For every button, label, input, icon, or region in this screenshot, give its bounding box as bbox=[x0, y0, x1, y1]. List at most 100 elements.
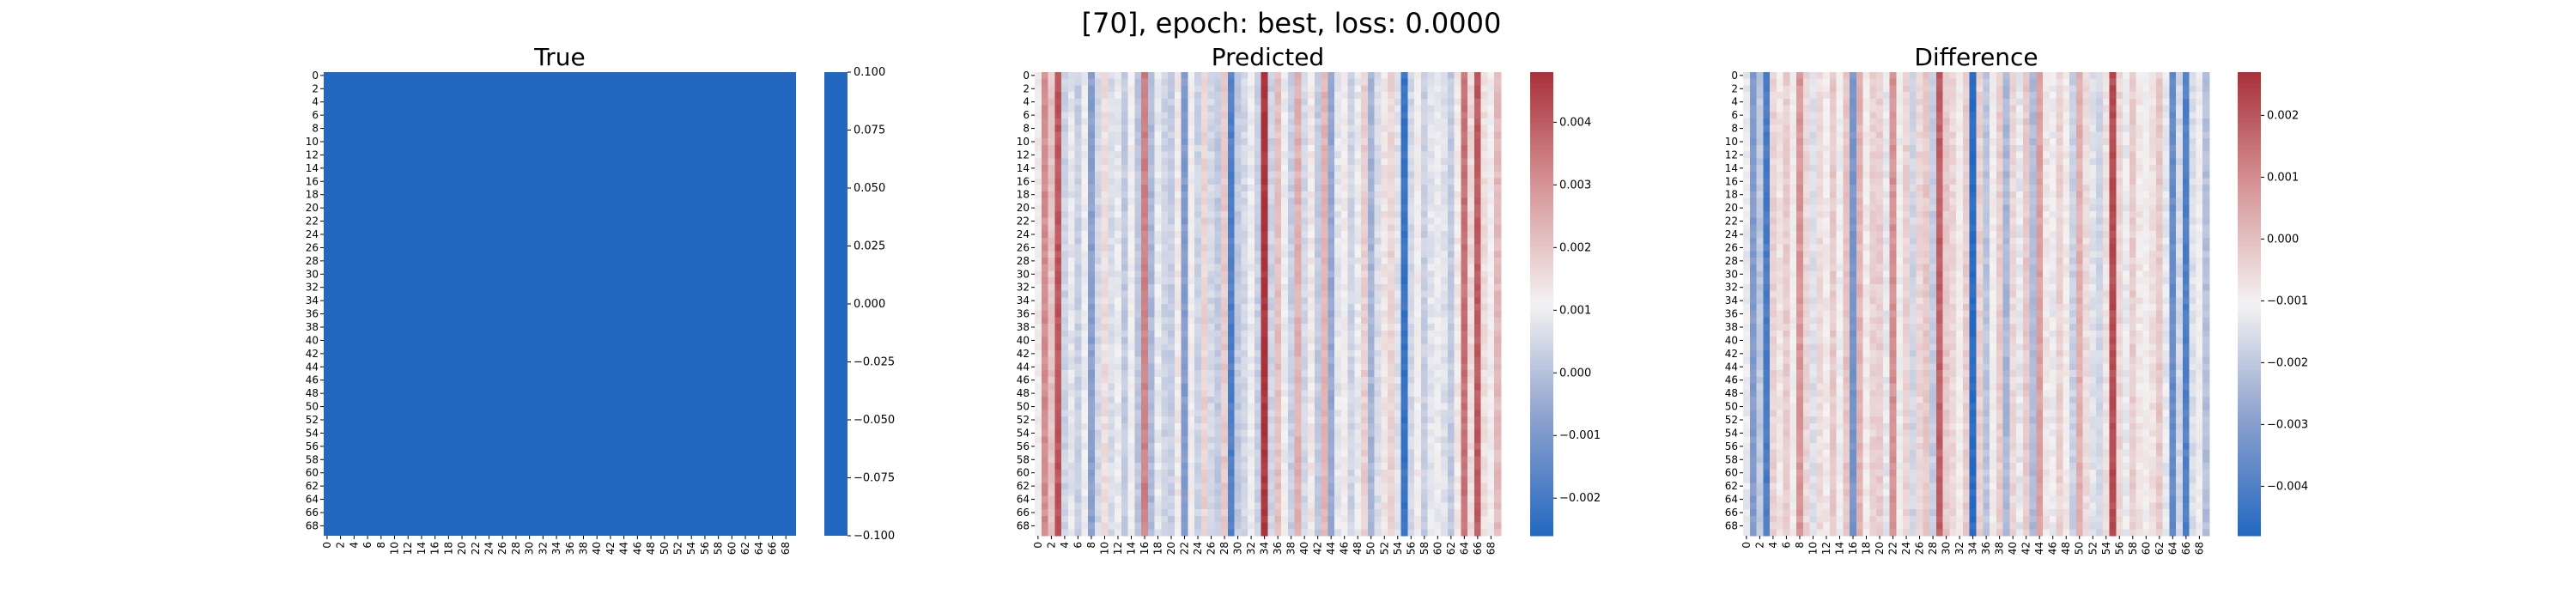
heatmap-cell bbox=[1261, 356, 1269, 365]
heatmap-cell bbox=[1041, 277, 1049, 285]
heatmap-cell bbox=[1234, 337, 1242, 344]
colorbar-tick-label: 0.000 bbox=[854, 298, 885, 311]
heatmap-cell bbox=[1207, 330, 1216, 338]
heatmap-cell bbox=[1354, 337, 1362, 344]
heatmap-cell bbox=[1414, 370, 1422, 378]
heatmap-cell bbox=[1461, 410, 1468, 417]
heatmap-cell bbox=[1081, 456, 1089, 464]
heatmap-cell bbox=[1354, 416, 1362, 424]
heatmap-cell bbox=[1067, 118, 1076, 126]
heatmap-cell bbox=[1035, 515, 1042, 524]
heatmap-cell bbox=[1334, 283, 1342, 292]
heatmap-cell bbox=[1354, 283, 1362, 292]
heatmap-cell bbox=[1134, 469, 1142, 477]
heatmap-cell bbox=[1067, 211, 1076, 219]
heatmap-cell bbox=[1461, 390, 1468, 398]
heatmap-cell bbox=[1241, 270, 1249, 278]
heatmap-cell bbox=[1214, 495, 1222, 504]
heatmap-cell bbox=[1121, 297, 1129, 305]
heatmap-cell bbox=[1221, 317, 1229, 325]
heatmap-cell bbox=[1321, 197, 1328, 205]
heatmap-cell bbox=[1354, 370, 1362, 378]
heatmap-cell bbox=[1154, 237, 1162, 246]
heatmap-cell bbox=[1461, 224, 1468, 232]
heatmap-cell bbox=[1301, 290, 1309, 298]
heatmap-cell bbox=[1227, 416, 1236, 424]
heatmap-cell bbox=[1374, 489, 1382, 497]
heatmap-cell bbox=[1081, 363, 1089, 371]
heatmap-cell bbox=[1281, 356, 1289, 365]
heatmap-cell bbox=[1154, 489, 1162, 497]
heatmap-cell bbox=[1308, 515, 1315, 524]
heatmap-cell bbox=[1308, 72, 1315, 80]
heatmap-cell bbox=[1061, 105, 1069, 112]
heatmap-cell bbox=[1347, 264, 1355, 272]
heatmap-cell bbox=[1127, 277, 1135, 285]
heatmap-cell bbox=[1254, 165, 1262, 173]
heatmap-cell bbox=[1340, 251, 1349, 258]
heatmap-cell bbox=[1367, 72, 1376, 80]
heatmap-cell bbox=[1200, 469, 1209, 477]
heatmap-cell bbox=[1487, 151, 1495, 159]
heatmap-cell bbox=[1101, 244, 1109, 252]
heatmap-cell bbox=[1467, 383, 1475, 391]
heatmap-cell bbox=[1147, 78, 1156, 87]
heatmap-cell bbox=[1394, 416, 1402, 424]
heatmap-cell bbox=[1200, 211, 1209, 219]
heatmap-cell bbox=[1168, 416, 1176, 424]
heatmap-cell bbox=[1334, 317, 1342, 325]
heatmap-cell bbox=[1241, 204, 1249, 212]
heatmap-cell bbox=[1367, 363, 1376, 371]
heatmap-cell bbox=[1301, 165, 1309, 173]
heatmap-cell bbox=[1154, 85, 1162, 93]
heatmap-cell bbox=[1473, 337, 1482, 344]
heatmap-cell bbox=[1181, 350, 1189, 358]
heatmap-cell bbox=[1447, 124, 1455, 133]
heatmap-cell bbox=[1161, 429, 1169, 437]
heatmap-cell bbox=[1414, 118, 1422, 126]
x-tick-label: 42 bbox=[605, 542, 617, 555]
heatmap-cell bbox=[1134, 410, 1142, 417]
heatmap-cell bbox=[1061, 337, 1069, 344]
heatmap-cell bbox=[1041, 436, 1049, 444]
heatmap-cell bbox=[1454, 171, 1462, 179]
heatmap-cell bbox=[1327, 217, 1335, 226]
heatmap-cell bbox=[1048, 363, 1055, 371]
heatmap-cell bbox=[1454, 244, 1462, 252]
heatmap-cell bbox=[1061, 124, 1069, 133]
heatmap-cell bbox=[1487, 476, 1495, 483]
heatmap-cell bbox=[1088, 297, 1096, 305]
heatmap-cell bbox=[1214, 290, 1222, 298]
y-tick-label: 30 bbox=[306, 268, 319, 280]
heatmap-cell bbox=[1141, 337, 1149, 344]
y-tick-label: 38 bbox=[306, 321, 319, 333]
heatmap-cell bbox=[1388, 343, 1395, 351]
heatmap-cell bbox=[1420, 297, 1429, 305]
heatmap-cell bbox=[1400, 131, 1408, 139]
heatmap-cell bbox=[1381, 456, 1388, 464]
heatmap-cell bbox=[1127, 178, 1135, 185]
heatmap-cell bbox=[1487, 178, 1495, 185]
heatmap-cell bbox=[1461, 324, 1468, 331]
heatmap-cell bbox=[1121, 151, 1129, 159]
heatmap-cell bbox=[1254, 522, 1262, 530]
heatmap-cell bbox=[1181, 224, 1189, 232]
heatmap-cell bbox=[1347, 403, 1355, 411]
heatmap-cell bbox=[1334, 112, 1342, 119]
heatmap-cell bbox=[1174, 131, 1182, 139]
heatmap-cell bbox=[1441, 178, 1449, 185]
heatmap-cell bbox=[1314, 416, 1322, 424]
heatmap-cell bbox=[1134, 178, 1142, 185]
heatmap-cell bbox=[1374, 138, 1382, 146]
heatmap-cell bbox=[1101, 204, 1109, 212]
heatmap-cell bbox=[1127, 118, 1135, 126]
heatmap-cell bbox=[1054, 509, 1062, 517]
heatmap-cell bbox=[1161, 509, 1169, 517]
heatmap-cell bbox=[1188, 363, 1195, 371]
heatmap-cell bbox=[1294, 476, 1302, 483]
heatmap-cell bbox=[1134, 449, 1142, 458]
heatmap-cell bbox=[1434, 197, 1442, 205]
heatmap-cell bbox=[1101, 443, 1109, 451]
heatmap-cell bbox=[1494, 78, 1502, 87]
heatmap-cell bbox=[1088, 283, 1096, 292]
